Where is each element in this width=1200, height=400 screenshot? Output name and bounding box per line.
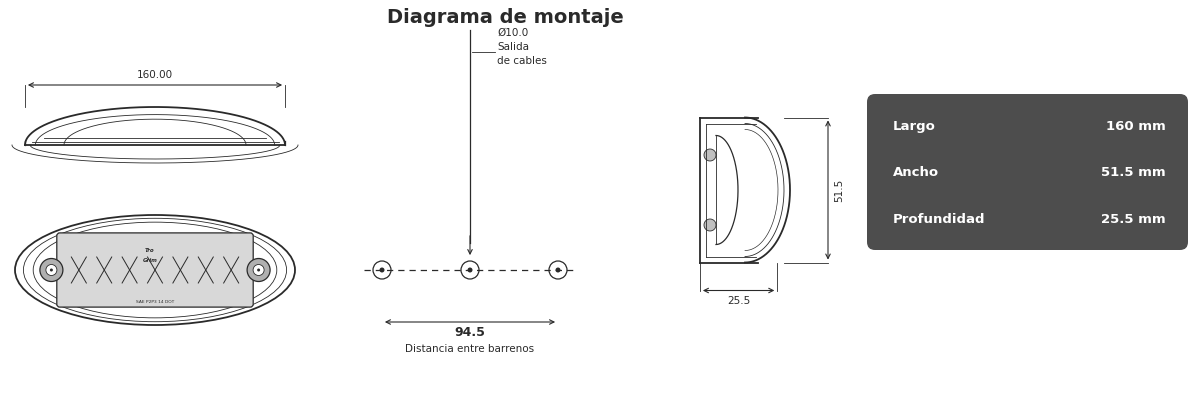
Circle shape [468, 268, 473, 272]
Text: Profundidad: Profundidad [893, 213, 985, 226]
Circle shape [46, 264, 56, 276]
Circle shape [704, 149, 716, 161]
Text: 160 mm: 160 mm [1106, 120, 1166, 133]
Text: Ancho: Ancho [893, 166, 940, 180]
Text: Ø10.0: Ø10.0 [497, 28, 528, 38]
Circle shape [461, 261, 479, 279]
Text: Grim: Grim [143, 258, 157, 262]
Text: Tro: Tro [145, 248, 155, 252]
Text: 160.00: 160.00 [137, 70, 173, 80]
Text: 51.5 mm: 51.5 mm [1102, 166, 1166, 180]
Text: 25.5: 25.5 [727, 296, 750, 306]
Circle shape [379, 268, 384, 272]
Circle shape [373, 261, 391, 279]
FancyBboxPatch shape [866, 94, 1188, 250]
Text: Salida: Salida [497, 42, 529, 52]
Text: Distancia entre barrenos: Distancia entre barrenos [406, 344, 534, 354]
Text: de cables: de cables [497, 56, 547, 66]
Text: SAE P2P3 14 DOT: SAE P2P3 14 DOT [136, 300, 174, 304]
Text: 25.5 mm: 25.5 mm [1102, 213, 1166, 226]
Text: Diagrama de montaje: Diagrama de montaje [386, 8, 623, 27]
FancyBboxPatch shape [56, 233, 253, 307]
Circle shape [40, 258, 62, 282]
Circle shape [257, 268, 260, 272]
Circle shape [556, 268, 560, 272]
Text: Largo: Largo [893, 120, 936, 133]
Circle shape [704, 219, 716, 231]
Text: 51.5: 51.5 [834, 178, 844, 202]
Circle shape [247, 258, 270, 282]
Circle shape [50, 268, 53, 272]
Circle shape [253, 264, 264, 276]
Text: 94.5: 94.5 [455, 326, 486, 339]
Circle shape [550, 261, 568, 279]
